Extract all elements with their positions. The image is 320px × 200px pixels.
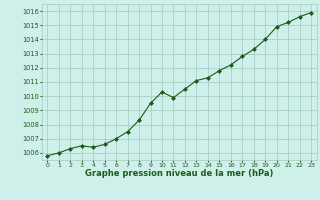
X-axis label: Graphe pression niveau de la mer (hPa): Graphe pression niveau de la mer (hPa) (85, 169, 273, 178)
